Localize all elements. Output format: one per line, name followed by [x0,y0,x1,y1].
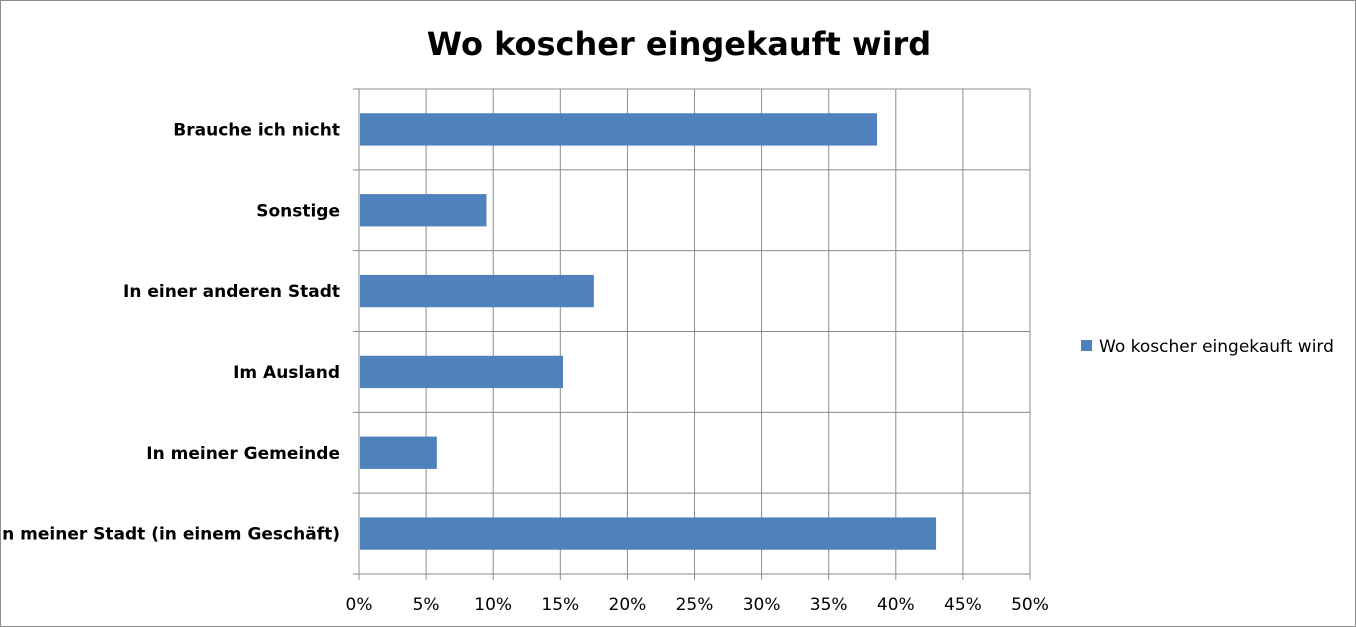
x-tick-labels: 0% 5% 10% 15% 20% 25% 30% 35% 40% 45% 50% [346,595,1049,615]
chart-title: Wo koscher eingekauft wird [427,25,931,63]
category-label: Sonstige [256,201,340,221]
x-tick-label: 20% [609,595,647,615]
x-tick-label: 15% [541,595,579,615]
category-labels: In meiner Stadt (in einem Geschäft) In me… [1,120,340,544]
x-tick-label: 40% [877,595,915,615]
x-tick-label: 0% [346,595,373,615]
x-tick-label: 30% [743,595,781,615]
legend-swatch [1081,340,1092,351]
bars [360,113,937,550]
bar [360,355,563,389]
x-tick-label: 10% [474,595,512,615]
legend: Wo koscher eingekauft wird [1081,337,1334,357]
category-label: Im Ausland [233,363,340,383]
legend-label: Wo koscher eingekauft wird [1099,337,1334,357]
x-tick-label: 25% [676,595,714,615]
bar [360,436,437,469]
category-label: In meiner Stadt (in einem Geschäft) [1,525,340,545]
category-label: Brauche ich nicht [173,120,340,140]
category-label: In einer anderen Stadt [123,282,340,302]
bar [360,194,487,227]
x-tick-label: 45% [944,595,982,615]
bar [360,113,878,146]
bar [360,517,937,550]
x-tick-label: 50% [1011,595,1049,615]
category-label: In meiner Gemeinde [146,444,340,464]
x-tick-label: 35% [810,595,848,615]
bar [360,274,594,308]
gridlines [353,88,1031,575]
axes [353,89,1031,580]
x-tick-label: 5% [413,595,440,615]
